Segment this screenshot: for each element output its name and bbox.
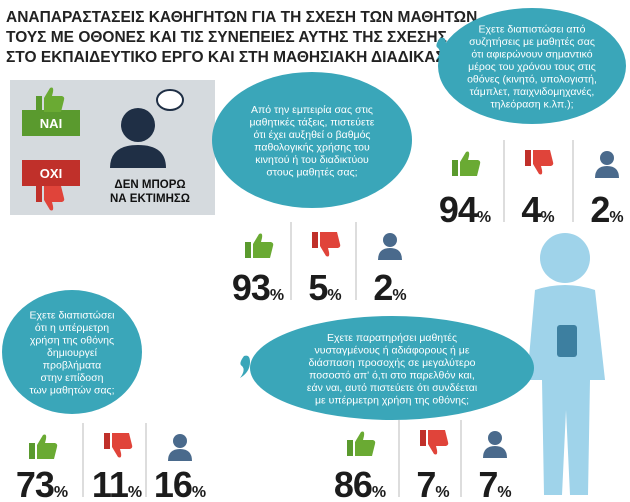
answer-icon — [312, 232, 341, 257]
question-line: τάμπλετ, παιχνιδομηχανές, — [470, 86, 595, 98]
question-line: εάν ναι, αυτό πιστεύετε ότι συνδέεται — [307, 382, 478, 394]
question-line: στην επίδοση — [41, 372, 104, 384]
answer-icon — [347, 431, 376, 456]
answer-icon — [378, 233, 402, 260]
question-line: δημιουργεί — [47, 347, 98, 359]
answer-icon — [452, 151, 481, 176]
answer-number: 93 — [232, 267, 270, 308]
question-line: ότι έχει αυξηθεί ο βαθμός — [254, 129, 371, 141]
title-line: ΑΝΑΠΑΡΑΣΤΑΣΕΙΣ ΚΑΘΗΓΗΤΩΝ ΓΙΑ ΤΗ ΣΧΕΣΗ ΤΩ… — [6, 9, 477, 26]
answer-number: 16 — [154, 464, 192, 502]
legend-yes: ΝΑΙ — [40, 116, 62, 131]
question-line: προβλήματα — [43, 360, 101, 372]
answer-unit: % — [128, 484, 142, 501]
quote-mark — [240, 355, 250, 378]
answer-unit: % — [477, 209, 491, 226]
answer-icon — [595, 151, 619, 178]
question-bubble — [2, 290, 142, 414]
answer-number: 94 — [439, 189, 478, 230]
question-line: τηλεόραση κ.λπ.); — [490, 99, 573, 111]
answer-value: 7% — [416, 464, 449, 502]
answer-unit: % — [435, 484, 449, 501]
question-line: παθολογικής χρήσης του — [254, 141, 370, 153]
question-line: Εχετε διαπιστώσει από — [478, 24, 585, 36]
answer-icon — [525, 150, 554, 175]
question-line: διάσπαση προσοχής σε μεγαλύτερο — [308, 357, 475, 369]
question-line: Εχετε παρατηρήσει μαθητές — [327, 332, 457, 344]
answer-icon — [168, 434, 192, 461]
answer-unit: % — [270, 287, 284, 304]
question-line: συζητήσεις με μαθητές σας — [469, 36, 595, 48]
question-line: ότι η υπέρμετρη — [35, 322, 109, 334]
answer-unit: % — [192, 484, 206, 501]
answer-icon — [483, 431, 507, 458]
question-bubble — [438, 8, 626, 124]
answer-value: 2% — [373, 267, 406, 308]
question-line: με υπέρμετρη χρήση της οθόνης; — [315, 394, 469, 406]
question-line: κινητού ή του διαδικτύου — [255, 154, 369, 166]
answer-value: 4% — [521, 189, 554, 230]
answer-value: 86% — [334, 464, 386, 502]
answer-unit: % — [497, 484, 511, 501]
student-figure — [527, 233, 605, 495]
answer-number: 86 — [334, 464, 372, 502]
answer-value: 2% — [590, 189, 623, 230]
question-line: στους μαθητές σας; — [266, 166, 357, 178]
answer-value: 73% — [16, 464, 68, 502]
title-line: ΣΤΟ ΕΚΠΑΙΔΕΥΤΙΚΟ ΕΡΓΟ ΚΑΙ ΣΤΗ ΜΑΘΗΣΙΑΚΗ … — [6, 49, 460, 66]
answer-number: 2 — [373, 267, 392, 308]
answer-unit: % — [392, 287, 406, 304]
answer-number: 2 — [590, 189, 609, 230]
answer-value: 94% — [439, 189, 491, 230]
quote-mark — [10, 321, 20, 344]
legend-unsure: ΔΕΝ ΜΠΟΡΩ — [114, 179, 185, 191]
answer-number: 4 — [521, 189, 541, 230]
quote-mark — [224, 129, 234, 152]
answer-value: 93% — [232, 267, 284, 308]
legend-unsure: ΝΑ ΕΚΤΙΜΗΣΩ — [110, 193, 190, 205]
answer-unit: % — [54, 484, 68, 501]
answer-unit: % — [372, 484, 386, 501]
title-line: ΤΟΥΣ ΜΕ ΟΘΟΝΕΣ ΚΑΙ ΤΙΣ ΣΥΝΕΠΕΙΕΣ ΑΥΤΗΣ Τ… — [6, 29, 447, 46]
answer-number: 7 — [416, 464, 435, 502]
answer-unit: % — [540, 209, 554, 226]
legend: ΝΑΙ ΟΧΙ ΔΕΝ ΜΠΟΡΩ ΝΑ ΕΚΤΙΜΗΣΩ — [10, 80, 215, 215]
question-line: νυσταγμένους ή αδιάφορους ή με — [314, 344, 469, 356]
answer-number: 7 — [478, 464, 497, 502]
question-line: των μαθητών σας; — [29, 385, 114, 397]
answer-icon — [420, 430, 449, 455]
question-line: ποσοστό απ' ό,τι στο παρελθόν και, — [309, 369, 475, 381]
question-bubble — [212, 72, 412, 208]
answer-value: 5% — [308, 267, 341, 308]
question-line: μαθητικές τάξεις, πιστεύετε — [249, 116, 374, 128]
question-line: χρήση της οθόνης — [30, 335, 114, 347]
legend-no: ΟΧΙ — [40, 166, 62, 181]
question-line: ότι αφιερώνουν σημαντικό — [471, 49, 592, 61]
answer-icon — [29, 434, 58, 459]
answer-unit: % — [327, 287, 341, 304]
question-line: Από την εμπειρία σας στις — [251, 104, 373, 116]
answer-value: 7% — [478, 464, 511, 502]
answer-unit: % — [609, 209, 623, 226]
answer-icon — [245, 233, 274, 258]
answer-number: 5 — [308, 267, 328, 308]
answer-value: 11% — [92, 464, 142, 502]
answer-value: 16% — [154, 464, 206, 502]
title: ΑΝΑΠΑΡΑΣΤΑΣΕΙΣ ΚΑΘΗΓΗΤΩΝ ΓΙΑ ΤΗ ΣΧΕΣΗ ΤΩ… — [6, 9, 477, 66]
answer-icon — [104, 433, 133, 458]
answer-number: 11 — [92, 464, 129, 502]
quote-mark — [436, 37, 446, 60]
question-line: οθόνες (κινητό, υπολογιστή, — [467, 74, 597, 86]
question-bubble — [250, 316, 534, 420]
answer-number: 73 — [16, 464, 54, 502]
question-line: Εχετε διαπιστώσει — [30, 310, 116, 322]
question-line: μέρος του χρόνου τους στις — [468, 61, 596, 73]
